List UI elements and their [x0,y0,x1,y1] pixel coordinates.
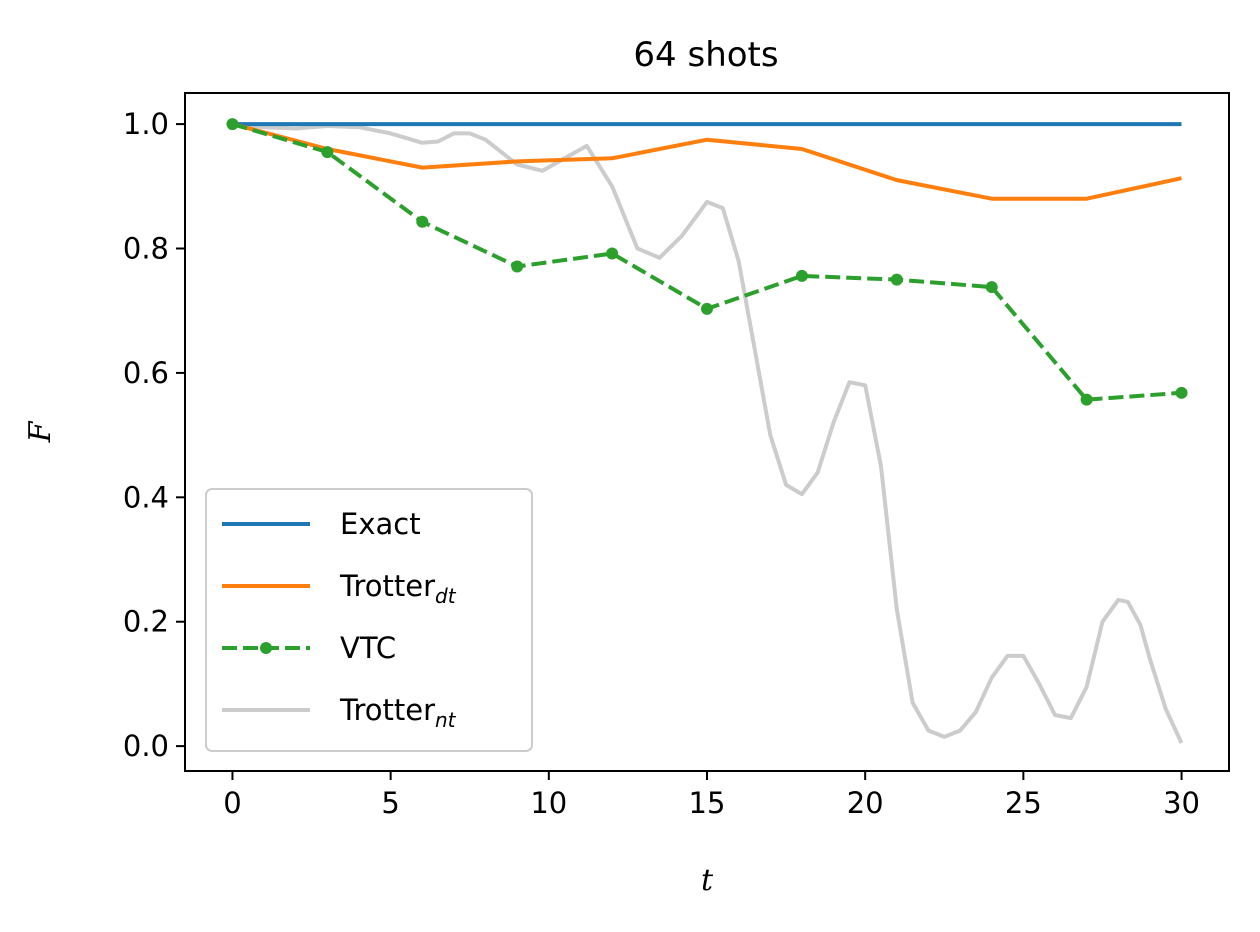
y-tick-label: 1.0 [123,107,169,141]
legend-label: VTC [340,631,396,665]
y-tick-label: 0.0 [123,729,169,763]
x-tick-label: 20 [847,786,884,820]
x-axis: 0 5 10 15 20 25 30 [223,771,1200,820]
vtc-point [416,215,429,228]
series-line-vtc [231,122,1182,402]
legend-subscript: dt [435,584,457,608]
vtc-point [226,118,239,131]
x-axis-label: t [701,863,714,898]
vtc-point [606,247,619,260]
legend-label: Exact [340,507,421,541]
x-tick-label: 30 [1163,786,1200,820]
chart-title: 64 shots [633,35,778,75]
x-tick-label: 5 [381,786,399,820]
vtc-point [701,302,713,315]
y-tick-label: 0.6 [123,356,169,390]
series-line-trotter-nt [232,122,1184,744]
series-layer [226,118,1188,744]
y-tick-label: 0.8 [123,232,169,266]
y-tick-label: 0.2 [123,605,169,639]
x-tick-label: 10 [530,786,567,820]
x-tick-label: 15 [689,786,726,820]
vtc-point [1080,393,1093,406]
y-axis: 0.0 0.2 0.4 0.6 0.8 1.0 [123,107,185,763]
vtc-point [1175,386,1188,399]
x-tick-label: 0 [223,786,241,820]
x-tick-label: 25 [1005,786,1042,820]
y-tick-label: 0.4 [123,480,169,514]
vtc-point [321,146,334,159]
y-axis-label: F [23,420,58,443]
legend-subscript: nt [435,708,457,732]
vtc-point [795,269,808,282]
legend-marker [260,642,272,654]
vtc-point [890,273,903,286]
legend-box [205,488,533,752]
vtc-point [985,281,998,294]
vtc-point [511,260,524,273]
series-line-trotter-dt [231,122,1182,201]
